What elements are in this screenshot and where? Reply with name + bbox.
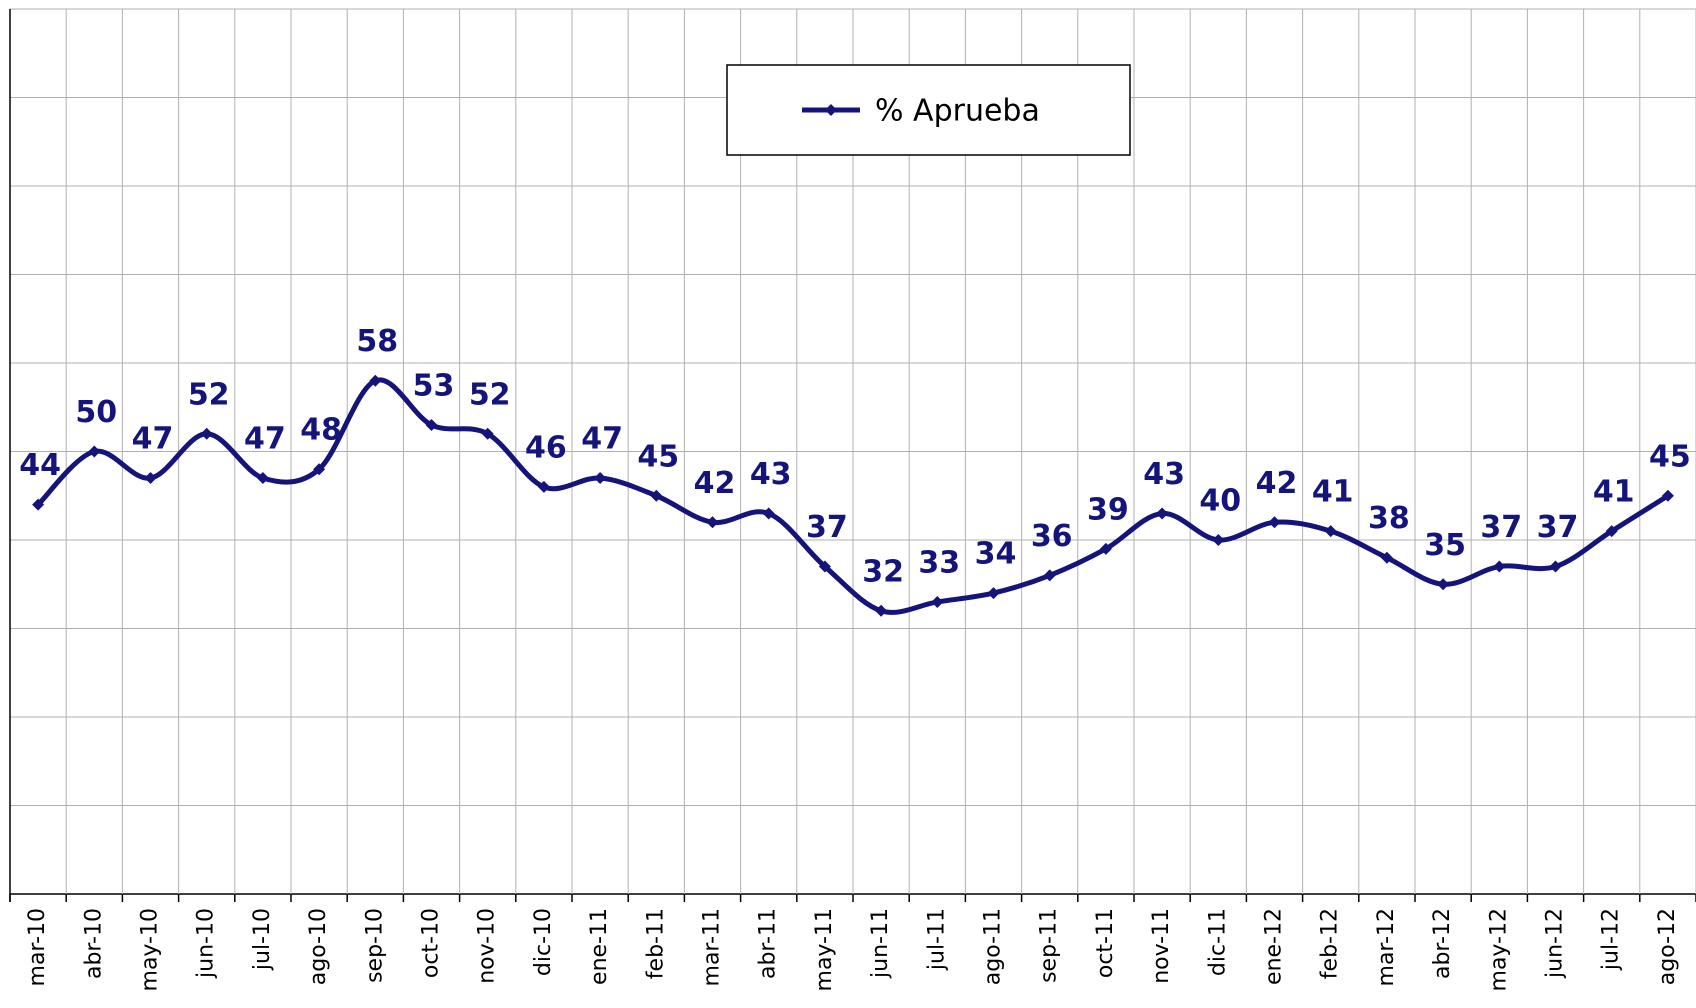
legend-label: % Aprueba [875, 94, 1040, 129]
marker [762, 507, 775, 520]
x-tick-label: ago-12 [1655, 908, 1680, 985]
marker [931, 595, 944, 608]
marker [650, 489, 663, 502]
marker [818, 560, 831, 573]
marker [1268, 516, 1281, 529]
x-tick-label: ene-11 [587, 908, 612, 985]
data-label: 52 [188, 377, 230, 412]
marker [1212, 534, 1225, 546]
marker [537, 480, 550, 493]
x-tick-label: abr-11 [756, 908, 781, 979]
legend-box [726, 64, 1131, 156]
data-label: 32 [862, 554, 904, 589]
x-tick-label: ene-12 [1262, 908, 1287, 985]
data-label: 42 [1256, 466, 1298, 501]
data-label: 58 [356, 324, 398, 359]
x-tick-label: oct-11 [1093, 908, 1118, 978]
marker [1099, 542, 1112, 555]
data-label: 42 [694, 466, 736, 501]
x-tick-label: jun-10 [194, 908, 219, 979]
marker [1380, 551, 1393, 564]
marker [481, 427, 494, 440]
marker [1324, 525, 1337, 538]
legend-marker [825, 104, 837, 116]
x-tick-label: dic-10 [531, 908, 556, 976]
x-tick-label: may-10 [138, 908, 163, 991]
data-label: 41 [1593, 475, 1635, 510]
marker [369, 374, 382, 387]
data-label: 36 [1031, 519, 1073, 554]
data-label: 35 [1424, 528, 1466, 563]
data-label: 43 [750, 457, 792, 492]
data-label: 50 [75, 395, 117, 430]
data-label: 38 [1368, 501, 1410, 536]
x-tick-label: jun-11 [868, 908, 893, 979]
marker [1493, 560, 1506, 573]
data-label: 48 [300, 413, 342, 448]
x-tick-label: may-11 [812, 908, 837, 991]
marker [594, 472, 607, 485]
marker [875, 604, 888, 617]
marker [313, 463, 326, 476]
marker [425, 418, 438, 431]
marker [256, 472, 269, 485]
data-label: 47 [581, 422, 623, 457]
marker [88, 445, 101, 458]
x-tick-label: jul-11 [924, 908, 949, 971]
x-tick-label: nov-11 [1149, 908, 1174, 984]
data-label: 33 [918, 545, 960, 580]
x-tick-label: oct-10 [419, 908, 444, 978]
marker [32, 498, 45, 511]
data-label: 37 [806, 510, 848, 545]
marker [1605, 525, 1618, 538]
x-tick-label: mar-11 [700, 908, 725, 986]
data-label: 47 [244, 422, 286, 457]
x-tick-label: mar-10 [25, 908, 50, 986]
data-label: 45 [1649, 439, 1691, 474]
x-tick-label: dic-11 [1205, 908, 1230, 976]
data-label: 43 [1143, 457, 1185, 492]
x-tick-label: ago-10 [306, 908, 331, 985]
marker [1043, 569, 1056, 582]
x-tick-label: jun-12 [1543, 908, 1568, 979]
x-tick-label: may-12 [1486, 908, 1511, 991]
data-label: 44 [19, 448, 61, 483]
x-tick-label: sep-10 [362, 908, 387, 983]
marker [987, 587, 1000, 600]
data-label: 53 [413, 368, 455, 403]
x-tick-label: abr-12 [1430, 908, 1455, 979]
marker [200, 427, 213, 440]
x-tick-label: nov-10 [475, 908, 500, 984]
data-label: 34 [975, 537, 1017, 572]
x-tick-label: feb-12 [1318, 908, 1343, 979]
data-label: 47 [132, 422, 174, 457]
marker [1156, 507, 1169, 520]
data-label: 37 [1537, 510, 1579, 545]
marker [706, 516, 719, 529]
marker [144, 472, 157, 485]
x-tick-label: mar-12 [1374, 908, 1399, 986]
x-tick-label: ago-11 [981, 908, 1006, 985]
data-label: 46 [525, 430, 567, 465]
data-label: 39 [1087, 492, 1129, 527]
data-label: 40 [1199, 484, 1241, 519]
x-tick-label: sep-11 [1037, 908, 1062, 983]
x-tick-label: jul-12 [1599, 908, 1624, 971]
x-tick-label: abr-10 [81, 908, 106, 979]
data-label: 45 [637, 439, 679, 474]
data-label: 37 [1480, 510, 1522, 545]
data-label: 41 [1312, 475, 1354, 510]
marker [1549, 560, 1562, 573]
marker [1661, 489, 1674, 502]
x-tick-label: feb-11 [643, 908, 668, 979]
data-label: 52 [469, 377, 511, 412]
marker [1437, 578, 1450, 591]
x-tick-label: jul-10 [250, 908, 275, 971]
